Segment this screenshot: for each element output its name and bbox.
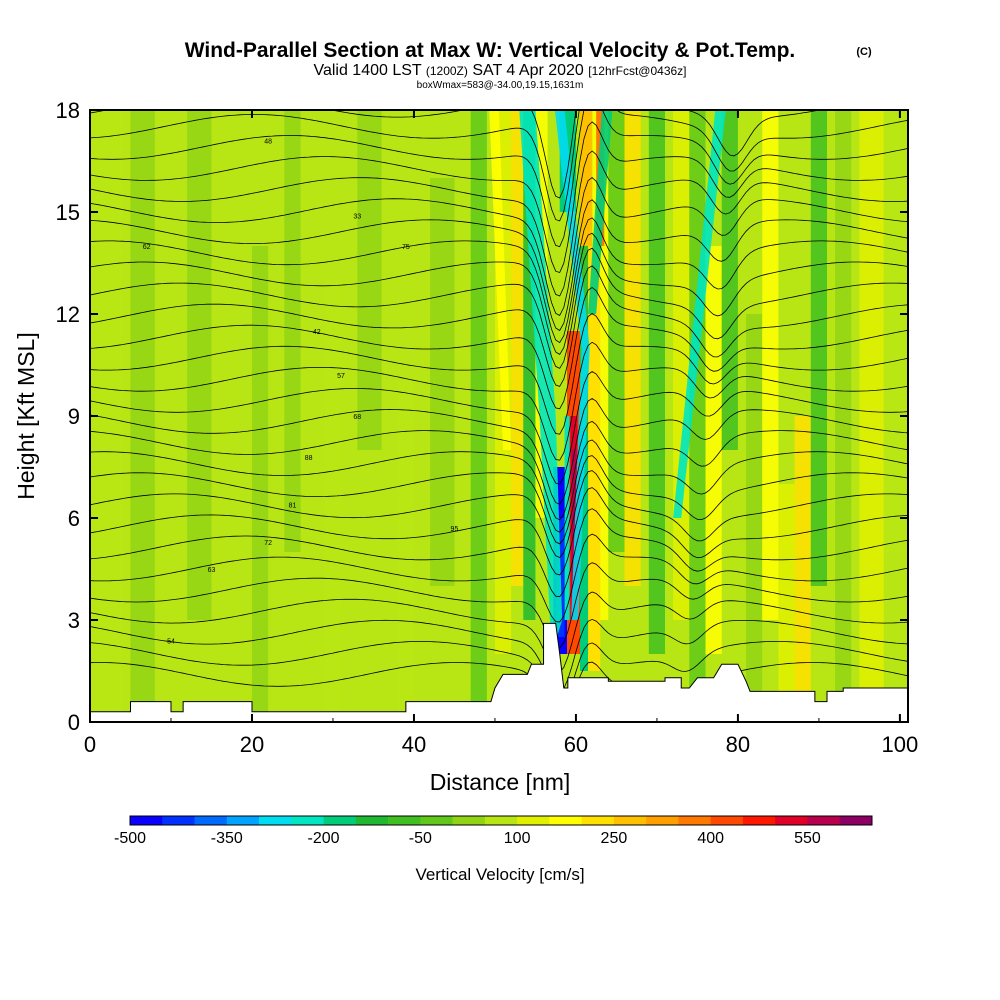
- colorbar-swatch: [420, 816, 453, 825]
- contour-label: 88: [305, 455, 313, 462]
- colorbar-swatch: [646, 816, 679, 825]
- x-axis-label: Distance [nm]: [430, 769, 571, 795]
- colorbar-tick-labels: -500 -350 -200 -50 100 250 400 550: [114, 830, 821, 847]
- x-tick-label: 60: [564, 732, 588, 757]
- colorbar-tick-label: 100: [504, 830, 531, 847]
- chart-subtitle: Valid 1400 LST (1200Z) SAT 4 Apr 2020 [1…: [313, 62, 686, 79]
- colorbar-tick-label: 250: [601, 830, 628, 847]
- chart-title: Wind-Parallel Section at Max W: Vertical…: [185, 39, 796, 62]
- vertical-velocity-field: [90, 110, 908, 722]
- y-tick-label: 12: [56, 302, 80, 327]
- contour-label: 72: [264, 540, 272, 547]
- contour-label: 95: [451, 526, 459, 533]
- colorbar-swatch: [162, 816, 195, 825]
- y-tick-label: 3: [68, 608, 80, 633]
- plot-area: 54 63 72 81 88 68 57 42 33 48 62 75 95: [90, 110, 908, 722]
- colorbar-swatch: [226, 816, 260, 825]
- contour-label: 63: [208, 567, 216, 574]
- colorbar-swatch: [355, 816, 389, 825]
- x-tick-label: 0: [84, 732, 96, 757]
- potential-temperature-contours: [90, 110, 908, 709]
- colorbar-swatch: [517, 816, 550, 825]
- terrain: [90, 622, 908, 722]
- contour-label: 42: [313, 329, 321, 336]
- colorbar-swatch: [581, 816, 615, 825]
- contour-label: 48: [264, 139, 272, 146]
- colorbar-swatch: [452, 816, 486, 825]
- contour-label: 62: [143, 244, 151, 251]
- contour-label: 57: [337, 373, 345, 380]
- colorbar-swatch: [323, 816, 357, 825]
- contour-label: 33: [353, 213, 361, 220]
- y-tick-label: 6: [68, 506, 80, 531]
- y-tick-label: 15: [56, 200, 80, 225]
- colorbar-swatch: [484, 816, 518, 825]
- colorbar-swatch: [613, 816, 647, 825]
- subtitle-utc: (1200Z): [426, 64, 468, 78]
- colorbar-swatch: [194, 816, 228, 825]
- title-mark: (C): [856, 46, 872, 58]
- colorbar-label: Vertical Velocity [cm/s]: [415, 865, 584, 884]
- contour-label: 75: [402, 244, 410, 251]
- y-tick-label: 0: [68, 710, 80, 735]
- contour-label: 81: [289, 502, 297, 509]
- colorbar-tick-label: 550: [794, 830, 821, 847]
- x-axis: 0 20 40 60 80 100: [84, 110, 918, 757]
- contour-labels: 54 63 72 81 88 68 57 42 33 48 62 75 95: [143, 139, 459, 646]
- subtitle-valid: Valid 1400 LST: [313, 62, 421, 79]
- colorbar-swatch: [130, 816, 163, 825]
- colorbar-swatch: [710, 816, 744, 825]
- colorbar-tick-label: -50: [409, 830, 432, 847]
- colorbar-tick-label: -500: [114, 830, 146, 847]
- y-axis-label: Height [Kft MSL]: [13, 332, 39, 499]
- colorbar-swatch: [549, 816, 582, 825]
- x-tick-label: 40: [402, 732, 426, 757]
- colorbar-swatch: [678, 816, 711, 825]
- contour-label: 54: [167, 638, 175, 645]
- colorbar-swatch: [388, 816, 421, 825]
- x-tick-label: 20: [240, 732, 264, 757]
- contour-label: 68: [353, 414, 361, 421]
- y-axis: 0 3 6 9 12 15 18: [56, 98, 908, 735]
- colorbar-frame: [129, 815, 873, 826]
- colorbar-swatch: [742, 816, 776, 825]
- x-tick-label: 100: [882, 732, 919, 757]
- colorbar: [129, 815, 873, 826]
- colorbar-swatch: [259, 816, 292, 825]
- colorbar-swatch: [775, 816, 808, 825]
- x-tick-label: 80: [726, 732, 750, 757]
- y-tick-label: 18: [56, 98, 80, 123]
- colorbar-swatch: [839, 816, 873, 825]
- colorbar-tick-label: -350: [211, 830, 243, 847]
- colorbar-tick-label: -200: [308, 830, 340, 847]
- y-tick-label: 9: [68, 404, 80, 429]
- colorbar-swatch: [807, 816, 841, 825]
- colorbar-tick-label: 400: [697, 830, 724, 847]
- subtitle-forecast: [12hrFcst@0436z]: [588, 64, 686, 78]
- chart-annotation: boxWmax=583@-34.00,19.15,1631m: [417, 80, 584, 91]
- colorbar-swatch: [291, 816, 324, 825]
- subtitle-date: SAT 4 Apr 2020: [472, 62, 584, 79]
